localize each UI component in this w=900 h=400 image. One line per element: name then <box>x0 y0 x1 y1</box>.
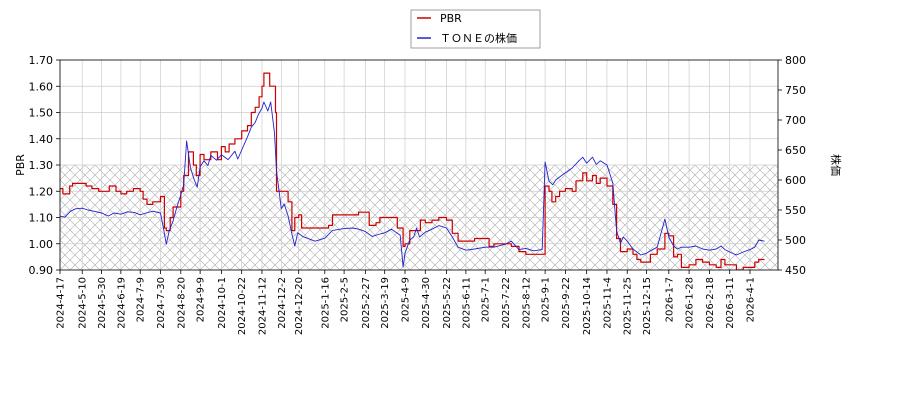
x-tick-label: 2025-3-19 <box>380 277 391 329</box>
x-tick-label: 2024-8-20 <box>176 277 187 329</box>
x-tick-label: 2025-4-30 <box>421 277 432 329</box>
left-tick-label: 1.30 <box>29 159 54 172</box>
x-tick-label: 2025-5-22 <box>442 277 453 329</box>
right-tick-label: 700 <box>785 114 806 127</box>
right-axis-label: 株価 <box>829 154 843 176</box>
x-tick-label: 2024-11-12 <box>257 277 268 335</box>
left-tick-label: 1.70 <box>29 54 54 67</box>
x-tick-label: 2026-2-18 <box>705 277 716 329</box>
x-tick-label: 2024-12-20 <box>294 277 305 335</box>
right-tick-label: 800 <box>785 54 806 67</box>
x-tick-label: 2026-4-1 <box>745 277 756 322</box>
series-layer <box>60 72 765 270</box>
series-line-0 <box>60 72 765 270</box>
x-tick-label: 2026-1-7 <box>664 277 675 322</box>
x-tick-label: 2025-10-14 <box>582 277 593 335</box>
left-tick-label: 0.90 <box>29 264 54 277</box>
x-tick-label: 2024-5-30 <box>97 277 108 329</box>
x-tick-label: 2024-9-9 <box>196 277 207 322</box>
left-tick-label: 1.10 <box>29 212 54 225</box>
right-axis-ticks: 450 500 550 600 650 700 750 800 <box>778 54 806 277</box>
right-tick-label: 550 <box>785 204 806 217</box>
x-tick-label: 2025-1-16 <box>320 277 331 329</box>
x-tick-label: 2024-10-1 <box>217 277 228 329</box>
left-tick-label: 1.20 <box>29 185 54 198</box>
legend-label-pbr: PBR <box>440 12 462 25</box>
x-tick-label: 2025-2-27 <box>361 277 372 329</box>
left-tick-label: 1.40 <box>29 133 54 146</box>
x-tick-label: 2025-11-25 <box>623 277 634 335</box>
left-tick-label: 1.50 <box>29 107 54 120</box>
right-tick-label: 650 <box>785 144 806 157</box>
left-tick-label: 1.60 <box>29 80 54 93</box>
x-tick-label: 2025-7-1 <box>481 277 492 322</box>
x-tick-label: 2025-12-15 <box>642 277 653 335</box>
x-tick-label: 2024-12-2 <box>277 277 288 329</box>
x-tick-label: 2024-10-22 <box>237 277 248 335</box>
right-tick-label: 600 <box>785 174 806 187</box>
right-tick-label: 500 <box>785 234 806 247</box>
right-tick-label: 450 <box>785 264 806 277</box>
grid <box>59 59 778 271</box>
x-tick-label: 2024-4-17 <box>56 277 67 329</box>
x-tick-label: 2025-11-4 <box>602 277 613 329</box>
x-tick-label: 2024-5-10 <box>78 277 89 329</box>
right-tick-label: 750 <box>785 84 806 97</box>
left-tick-label: 1.00 <box>29 238 54 251</box>
legend-box <box>410 9 541 49</box>
x-tick-label: 2025-2-5 <box>340 277 351 322</box>
x-tick-label: 2025-9-22 <box>561 277 572 329</box>
x-axis-ticks: 2024-4-17 2024-5-10 2024-5-30 2024-6-19 2024… <box>56 270 756 335</box>
x-tick-label: 2025-7-22 <box>501 277 512 329</box>
x-tick-label: 2025-9-1 <box>541 277 552 322</box>
x-tick-label: 2024-7-30 <box>156 277 167 329</box>
x-tick-label: 2026-1-28 <box>685 277 696 329</box>
legend: PBR ＴＯＮＥの株価 <box>410 9 541 49</box>
series-line-1 <box>60 101 765 268</box>
legend-label-price: ＴＯＮＥの株価 <box>440 31 517 45</box>
x-tick-label: 2024-7-9 <box>136 277 147 322</box>
x-tick-label: 2026-3-11 <box>725 277 736 329</box>
left-axis-label: PBR <box>14 154 27 176</box>
x-tick-label: 2025-6-11 <box>461 277 472 329</box>
left-axis-ticks: 0.90 1.00 1.10 1.20 1.30 1.40 1.50 1.60 1.70 <box>29 54 60 277</box>
x-tick-label: 2024-6-19 <box>116 277 127 329</box>
x-tick-label: 2025-8-12 <box>521 277 532 329</box>
x-tick-label: 2025-4-9 <box>400 277 411 322</box>
